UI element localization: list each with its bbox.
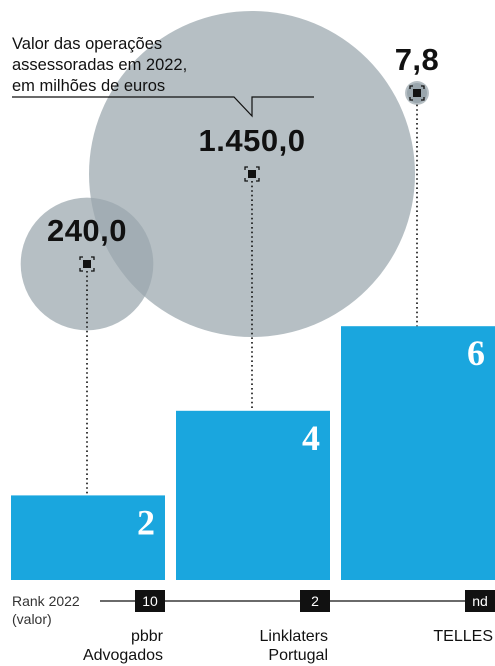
rank-box-pbbr-advogados bbox=[135, 590, 165, 612]
bar-label-layer: 2 4 6 bbox=[137, 333, 485, 542]
bar-telles bbox=[341, 326, 495, 580]
bubble-center-brackets-pbbr-advogados bbox=[79, 256, 95, 272]
category-label-linklaters-portugal-line-1: Linklaters bbox=[260, 628, 328, 645]
bubble-label-layer: 240,0 1.450,0 7,8 bbox=[47, 42, 439, 248]
category-label-telles-line-1: TELLES bbox=[433, 628, 493, 645]
category-label-layer: pbbr Advogados Linklaters Portugal TELLES bbox=[83, 628, 493, 664]
bubble-value-label-pbbr-advogados: 240,0 bbox=[47, 213, 127, 248]
leader-layer bbox=[86, 100, 418, 496]
category-label-pbbr-advogados-line-2: Advogados bbox=[83, 647, 163, 664]
bubble-center-brackets-linklaters-portugal bbox=[244, 166, 260, 182]
bar-linklaters-portugal bbox=[176, 410, 330, 580]
rank-axis-label-line-1: Rank 2022 bbox=[12, 593, 80, 609]
rank-value-telles: nd bbox=[472, 593, 488, 609]
subtitle-line-1: Valor das operações bbox=[12, 35, 162, 53]
rank-box-telles bbox=[465, 590, 495, 612]
rank-axis-label-line-2: (valor) bbox=[12, 611, 52, 627]
bar-value-label-pbbr-advogados: 2 bbox=[137, 502, 155, 542]
bubble-value-label-telles: 7,8 bbox=[395, 42, 440, 77]
bubble-center-marker-pbbr-advogados bbox=[83, 260, 91, 268]
bubble-center-brackets-telles bbox=[409, 85, 425, 101]
marker-layer bbox=[79, 83, 427, 272]
rank-box-layer: 10 2 nd bbox=[135, 590, 495, 612]
subtitle-line-2: assessoradas em 2022, bbox=[12, 56, 187, 74]
category-label-linklaters-portugal-line-2: Portugal bbox=[268, 647, 328, 664]
bar-pbbr-advogados bbox=[11, 495, 165, 580]
category-label-pbbr-advogados-line-1: pbbr bbox=[131, 628, 164, 645]
rank-value-pbbr-advogados: 10 bbox=[142, 593, 158, 609]
bubble-center-marker-linklaters-portugal bbox=[248, 170, 256, 178]
rank-value-linklaters-portugal: 2 bbox=[311, 593, 319, 609]
rank-axis: Rank 2022 (valor) bbox=[12, 593, 490, 627]
bar-value-label-telles: 6 bbox=[467, 333, 485, 373]
bubble-center-marker-telles bbox=[413, 89, 421, 97]
subtitle-callout-line bbox=[12, 96, 314, 118]
chart-subtitle: Valor das operações assessoradas em 2022… bbox=[12, 35, 314, 118]
subtitle-line-3: em milhões de euros bbox=[12, 77, 165, 95]
bar-layer bbox=[11, 326, 495, 580]
bar-value-label-linklaters-portugal: 4 bbox=[302, 418, 320, 458]
bubble-value-label-linklaters-portugal: 1.450,0 bbox=[199, 123, 306, 158]
rank-box-linklaters-portugal bbox=[300, 590, 330, 612]
